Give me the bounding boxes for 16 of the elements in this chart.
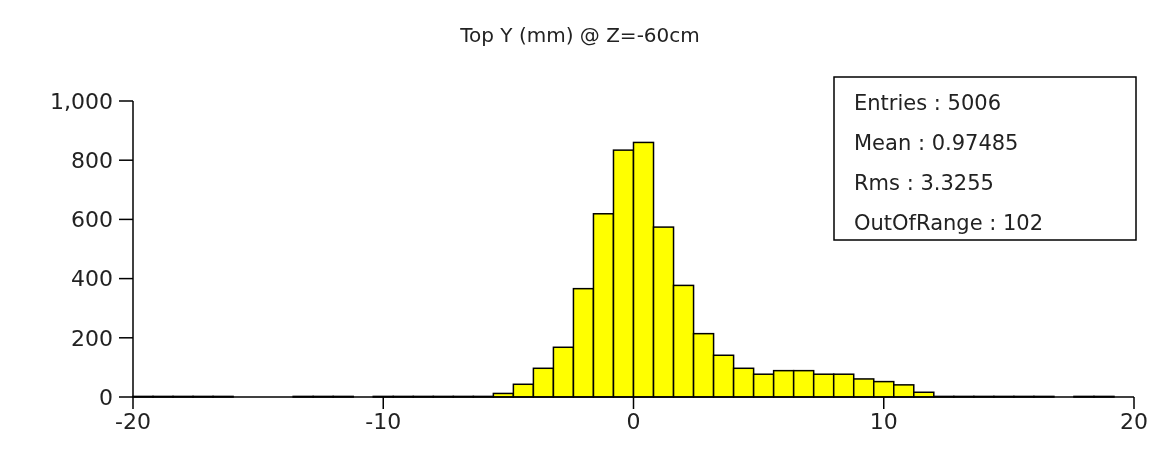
- chart-title: Top Y (mm) @ Z=-60cm: [459, 23, 700, 47]
- x-tick-label: 10: [869, 409, 898, 434]
- annotation: Entries : 5006: [854, 91, 1002, 115]
- y-tick-label: 600: [71, 207, 113, 233]
- y-tick-label: 0: [99, 384, 113, 410]
- y-tick-label: 1,000: [50, 88, 113, 114]
- y-tick-label: 200: [71, 325, 113, 351]
- x-tick-label: 20: [1120, 409, 1148, 434]
- x-tick-label: -10: [365, 409, 402, 434]
- y-tick-label: 400: [71, 266, 113, 292]
- x-tick-label: 0: [626, 409, 641, 434]
- x-tick-label: -20: [115, 409, 151, 434]
- annotation: Mean : 0.97485: [854, 131, 1019, 155]
- annotation: Rms : 3.3255: [854, 171, 994, 195]
- y-tick-label: 800: [71, 147, 113, 173]
- annotation: OutOfRange : 102: [854, 211, 1044, 235]
